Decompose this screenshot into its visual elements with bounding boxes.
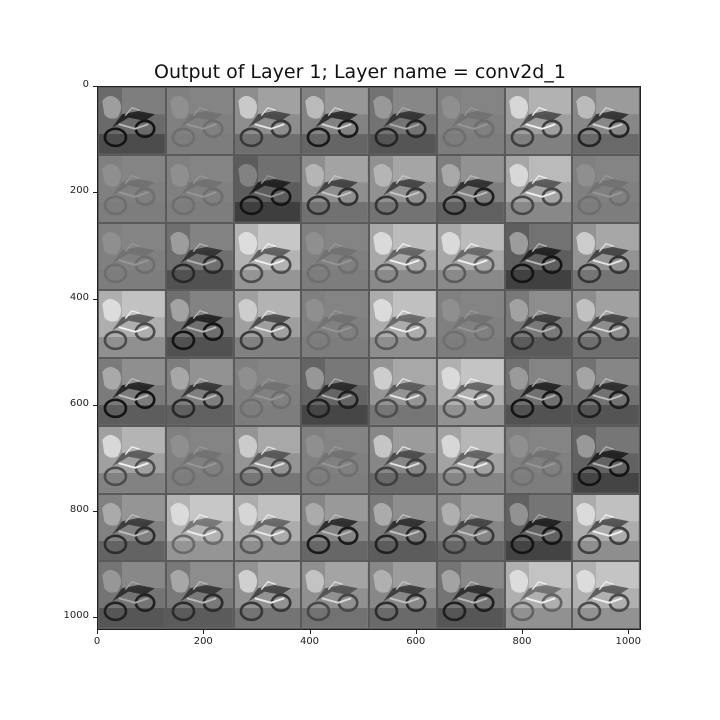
feature-map-tile xyxy=(504,222,573,291)
feature-map-tile xyxy=(369,154,437,223)
y-tick-mark xyxy=(93,86,97,87)
x-tick-label: 200 xyxy=(193,636,213,647)
feature-map-tile xyxy=(436,358,505,426)
feature-map-tile xyxy=(165,290,234,358)
y-tick-mark xyxy=(93,298,97,300)
feature-map-tile xyxy=(233,290,302,358)
feature-map-tile xyxy=(98,87,166,155)
feature-map-tile xyxy=(572,358,640,426)
x-tick-label: 400 xyxy=(299,636,320,647)
y-tick-label: 0 xyxy=(82,79,89,90)
feature-map-tile xyxy=(436,561,505,629)
feature-map-tile xyxy=(369,561,437,629)
feature-map-tile xyxy=(572,222,640,291)
x-tick-label: 800 xyxy=(512,636,532,647)
feature-map-tile xyxy=(504,87,573,155)
feature-map-tile xyxy=(572,493,640,562)
feature-map-tile xyxy=(165,561,234,629)
y-tick-label: 600 xyxy=(69,397,89,409)
feature-map-tile xyxy=(369,425,437,494)
feature-map-tile xyxy=(572,154,640,223)
feature-map-tile xyxy=(504,290,573,358)
x-tick-mark xyxy=(203,630,205,634)
feature-map-tile xyxy=(436,222,505,291)
feature-map-tile xyxy=(369,493,437,562)
feature-map-tile xyxy=(233,358,302,426)
figure-title: Output of Layer 1; Layer name = conv2d_1 xyxy=(154,61,566,83)
feature-map-tile xyxy=(98,493,166,562)
feature-map-tile xyxy=(98,561,166,629)
feature-map-tile xyxy=(436,154,505,223)
feature-map-tile xyxy=(301,493,369,562)
feature-map-tile xyxy=(504,561,573,629)
feature-map-tile xyxy=(301,154,369,223)
feature-map-tile xyxy=(165,87,234,155)
feature-map-tile xyxy=(301,87,369,155)
y-tick-mark xyxy=(93,404,97,406)
y-tick-mark xyxy=(93,192,97,194)
feature-map-tile xyxy=(98,222,166,291)
feature-map-tile xyxy=(436,493,505,562)
feature-map-tile xyxy=(572,425,640,494)
y-tick-label: 800 xyxy=(69,504,89,515)
feature-map-tile xyxy=(369,290,437,358)
x-tick-mark xyxy=(97,630,98,634)
x-tick-label: 600 xyxy=(406,636,426,647)
feature-map-tile xyxy=(301,561,369,629)
feature-map-tile xyxy=(369,358,437,426)
feature-map-tile xyxy=(165,154,234,223)
x-tick-mark xyxy=(415,630,417,634)
feature-map-tile xyxy=(233,222,302,291)
feature-map-tile xyxy=(504,358,573,426)
x-tick-mark xyxy=(309,630,311,634)
feature-map-tile xyxy=(504,154,573,223)
feature-map-tile xyxy=(436,87,505,155)
feature-map-tile xyxy=(572,561,640,629)
feature-map-tile xyxy=(98,154,166,223)
y-tick-mark xyxy=(93,511,97,512)
feature-map-tile xyxy=(301,425,369,494)
feature-map-tile xyxy=(233,87,302,155)
x-tick-label: 1000 xyxy=(615,636,641,647)
feature-map-tile xyxy=(369,87,437,155)
feature-map-tile xyxy=(165,493,234,562)
feature-map-tile xyxy=(436,290,505,358)
feature-map-tile xyxy=(301,290,369,358)
feature-map-image xyxy=(97,86,641,630)
feature-map-tile xyxy=(233,154,302,223)
feature-map-tile xyxy=(504,425,573,494)
feature-map-tile xyxy=(301,358,369,426)
feature-map-tile xyxy=(233,493,302,562)
feature-map-tile xyxy=(504,493,573,562)
feature-map-tile xyxy=(436,425,505,494)
feature-map-tile xyxy=(572,290,640,358)
feature-map-tile xyxy=(572,87,640,155)
y-tick-label: 400 xyxy=(69,291,89,303)
x-tick-label: 0 xyxy=(93,636,101,647)
y-tick-mark xyxy=(93,617,97,619)
feature-map-tile xyxy=(165,358,234,426)
x-tick-mark xyxy=(522,630,523,634)
feature-map-tile xyxy=(98,425,166,494)
feature-map-tile xyxy=(369,222,437,291)
x-tick-mark xyxy=(628,630,630,634)
feature-map-tile xyxy=(233,561,302,629)
feature-map-tile xyxy=(301,222,369,291)
y-tick-label: 1000 xyxy=(63,610,89,622)
feature-map-tile xyxy=(98,290,166,358)
feature-map-tile xyxy=(233,425,302,494)
feature-map-tile xyxy=(165,222,234,291)
y-tick-label: 200 xyxy=(69,185,89,197)
feature-map-tile xyxy=(165,425,234,494)
feature-map-tile xyxy=(98,358,166,426)
feature-map-grid xyxy=(98,87,640,629)
